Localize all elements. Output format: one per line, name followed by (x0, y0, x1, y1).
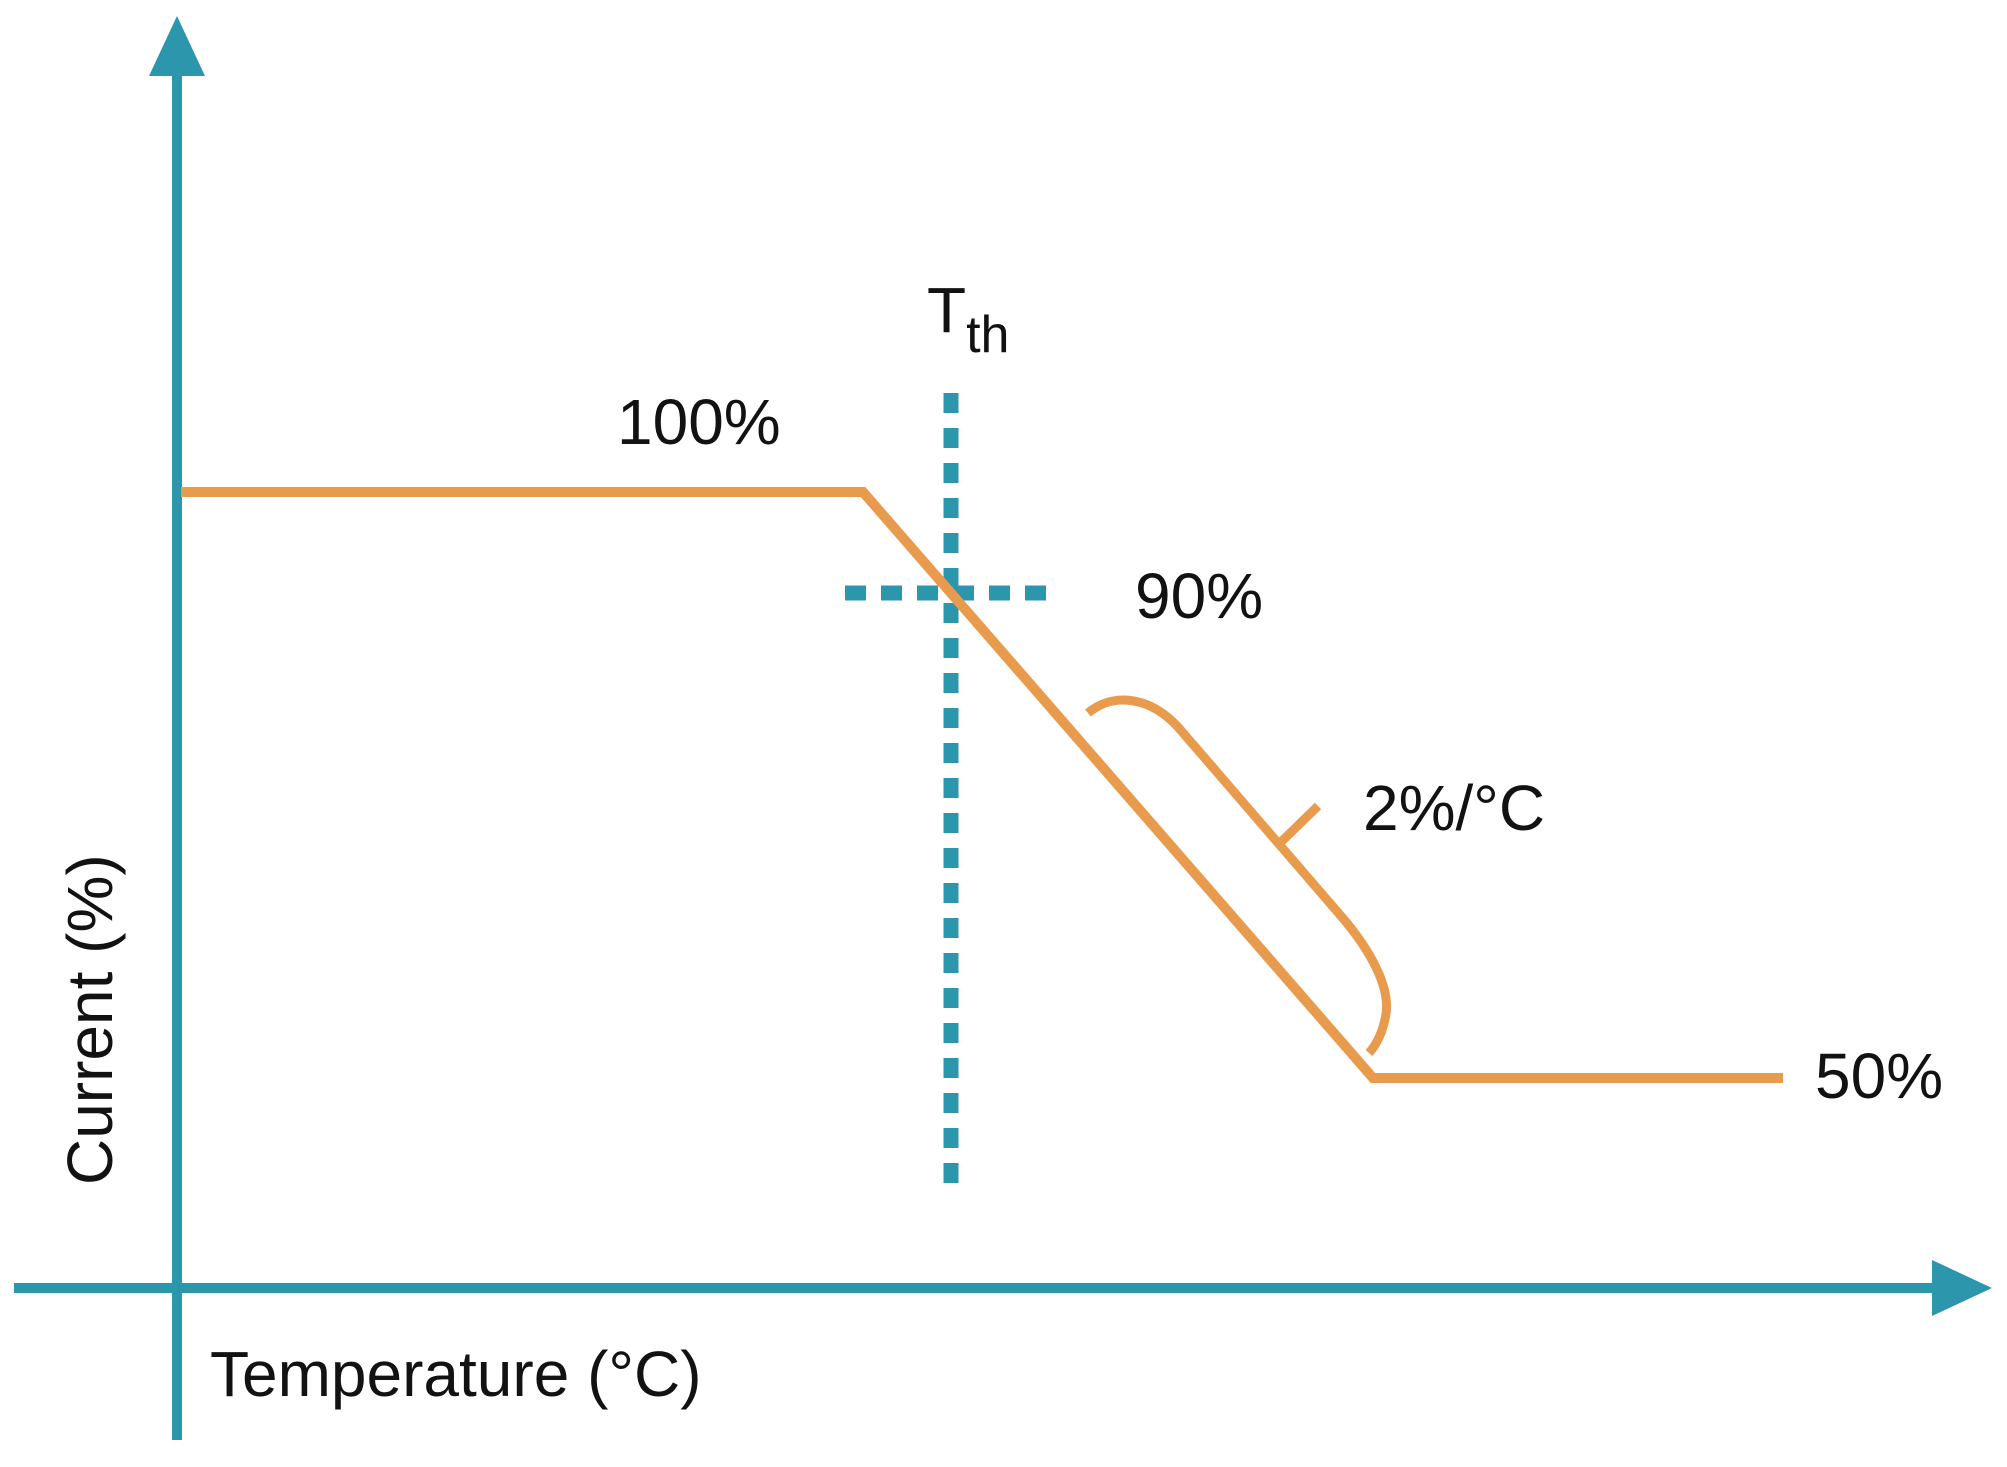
x-axis-arrow-icon (1932, 1260, 1992, 1316)
label-50-percent: 50% (1815, 1040, 1943, 1112)
label-100-percent: 100% (617, 386, 781, 458)
threshold-guides (845, 393, 1058, 1198)
label-threshold-subscript: th (966, 306, 1009, 364)
label-90-percent: 90% (1135, 560, 1263, 632)
y-axis-title: Current (%) (54, 854, 126, 1185)
derating-curve-line (181, 487, 1783, 1083)
label-threshold-main: T (927, 274, 966, 346)
x-axis-title: Temperature (°C) (210, 1338, 702, 1410)
slope-brace-curve (1085, 695, 1392, 1056)
label-slope-rate: 2%/°C (1363, 772, 1545, 844)
slope-brace-tick (1276, 802, 1322, 847)
label-threshold-temperature: Tth (927, 274, 1009, 364)
y-axis-arrow-icon (149, 16, 205, 76)
slope-brace (1085, 695, 1392, 1056)
axes (14, 16, 1992, 1440)
